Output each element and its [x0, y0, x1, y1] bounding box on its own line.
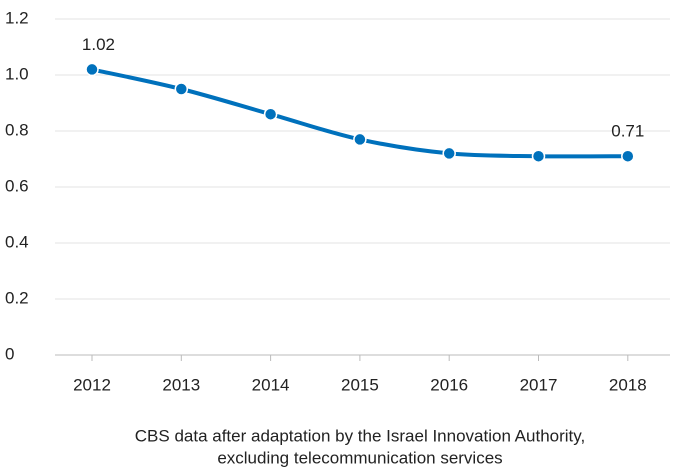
y-tick-label: 0.4 — [5, 232, 29, 251]
point — [353, 132, 367, 147]
x-tick-label: 2015 — [341, 375, 379, 394]
x-tick-label: 2016 — [430, 375, 468, 394]
x-tick-label: 2018 — [609, 375, 647, 394]
caption: excluding telecommunication services — [217, 448, 502, 467]
y-tick-label: 0.8 — [5, 120, 29, 139]
point — [263, 107, 278, 121]
x-tick-label: 2013 — [162, 375, 200, 394]
caption: CBS data after adaptation by the Israel … — [135, 426, 585, 445]
y-tick-label: 1.0 — [5, 64, 29, 83]
y-tick-label: 1.2 — [5, 8, 29, 27]
point — [174, 82, 189, 96]
x-tick-label: 2017 — [520, 375, 558, 394]
point — [85, 62, 99, 77]
point — [442, 146, 456, 161]
y-tick-label: 0.6 — [5, 176, 29, 195]
y-tick-label: 0.2 — [5, 288, 29, 307]
data-label: 0.71 — [611, 122, 644, 141]
x-tick-label: 2014 — [252, 375, 290, 394]
x-tick-label: 2012 — [73, 375, 111, 394]
data-label: 1.02 — [82, 35, 115, 54]
point — [621, 149, 635, 163]
point — [531, 149, 546, 163]
y-tick-label: 0 — [5, 344, 14, 363]
